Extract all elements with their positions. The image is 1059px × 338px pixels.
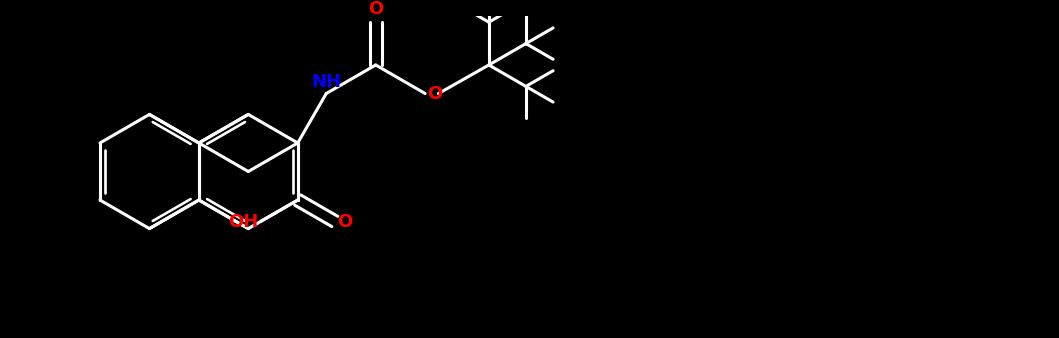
Text: O: O [427, 86, 443, 103]
Text: NH: NH [311, 73, 341, 91]
Text: O: O [337, 213, 352, 232]
Text: OH: OH [229, 213, 258, 232]
Text: O: O [369, 0, 383, 18]
